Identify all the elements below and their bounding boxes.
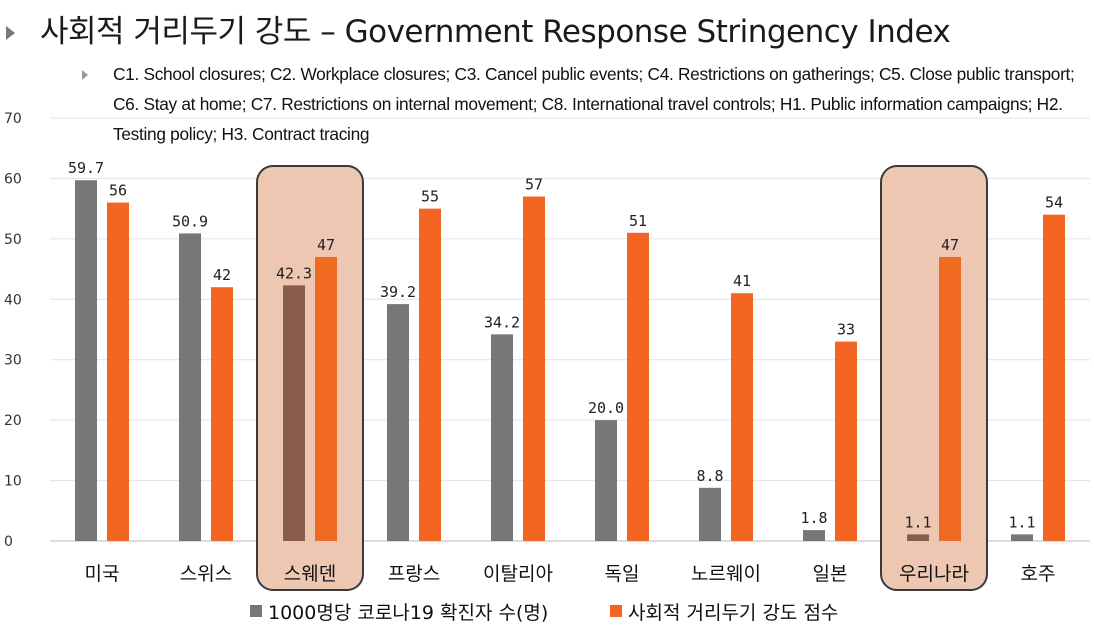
data-label-series1: 20.0 xyxy=(588,399,624,417)
bar-series2 xyxy=(211,287,233,541)
slide-title: 사회적 거리두기 강도 – Government Response String… xyxy=(40,14,951,50)
y-tick-label: 20 xyxy=(4,413,22,429)
legend-item-series1: 1000명당 코로나19 확진자 수(명) xyxy=(250,596,548,626)
y-tick-label: 10 xyxy=(4,474,22,490)
legend-swatch-series1 xyxy=(250,605,262,617)
legend-label-series2: 사회적 거리두기 강도 점수 xyxy=(628,601,839,624)
legend-swatch-series2 xyxy=(610,605,622,617)
data-label-series1: 8.8 xyxy=(696,467,723,485)
highlight-box xyxy=(256,165,364,591)
y-tick-label: 40 xyxy=(4,292,22,308)
bar-series2 xyxy=(939,256,961,541)
indicator-list: C1. School closures; C2. Workplace closu… xyxy=(113,64,1075,144)
data-label-series2: 33 xyxy=(837,321,855,339)
y-tick-label: 50 xyxy=(4,232,22,248)
data-label-series2: 47 xyxy=(941,236,959,254)
category-label: 프랑스 xyxy=(388,563,440,585)
y-tick-label: 30 xyxy=(4,353,22,369)
data-label-series2: 57 xyxy=(525,176,543,194)
bar-series2 xyxy=(523,196,545,542)
data-label-series1: 1.1 xyxy=(904,513,931,531)
bar-series1 xyxy=(491,334,513,541)
category-label: 일본 xyxy=(813,563,848,585)
category-label: 이탈리아 xyxy=(483,563,553,585)
data-label-series1: 1.1 xyxy=(1008,513,1035,531)
data-label-series2: 47 xyxy=(317,236,335,254)
bar-series1 xyxy=(595,420,617,541)
bullet-arrow-icon xyxy=(6,26,15,40)
y-axis-ticks: 0 10 20 30 40 50 60 70 xyxy=(4,111,22,550)
highlight-box xyxy=(880,165,988,591)
data-label-series1: 34.2 xyxy=(484,313,520,331)
data-label-series1: 39.2 xyxy=(380,283,416,301)
data-label-series1: 42.3 xyxy=(276,264,312,282)
category-label: 스웨덴 xyxy=(284,563,336,585)
data-label-series2: 51 xyxy=(629,212,647,230)
bar-series1 xyxy=(179,233,201,541)
bar-series2 xyxy=(419,208,441,541)
legend-label-series1: 1000명당 코로나19 확진자 수(명) xyxy=(268,601,549,624)
data-label-series2: 55 xyxy=(421,188,439,206)
bar-series2 xyxy=(1043,214,1065,541)
category-label: 미국 xyxy=(85,563,120,585)
legend-item-series2: 사회적 거리두기 강도 점수 xyxy=(610,596,838,626)
category-label: 스위스 xyxy=(180,563,232,585)
bar-series2 xyxy=(315,256,337,541)
highlight-boxes xyxy=(256,165,988,591)
bar-series1 xyxy=(907,534,929,541)
category-label: 노르웨이 xyxy=(691,563,761,585)
data-label-series1: 1.8 xyxy=(800,509,827,527)
bar-series2 xyxy=(627,232,649,542)
y-tick-label: 70 xyxy=(4,111,22,127)
bar-series2 xyxy=(835,341,857,541)
bar-series2 xyxy=(731,293,753,541)
bar-series1 xyxy=(75,180,97,541)
bar-series1 xyxy=(803,530,825,541)
bar-series1 xyxy=(283,285,305,541)
category-labels: 미국 스위스 스웨덴 프랑스 이탈리아 독일 노르웨이 일본 우리나라 호주 xyxy=(85,563,1056,585)
title-row: 사회적 거리두기 강도 – Government Response String… xyxy=(0,2,1094,50)
category-label: 우리나라 xyxy=(899,563,969,585)
data-label-series1: 50.9 xyxy=(172,212,208,230)
data-label-series1: 59.7 xyxy=(68,159,104,177)
data-label-series2: 41 xyxy=(733,272,751,290)
bar-series2 xyxy=(107,202,129,541)
data-label-series2: 56 xyxy=(109,182,127,200)
bar-series1 xyxy=(387,304,409,541)
y-tick-label: 0 xyxy=(4,534,13,550)
sub-bullet-arrow-icon xyxy=(82,70,88,80)
bar-series1 xyxy=(1011,534,1033,541)
data-labels: 59.7 56 50.9 42 42.3 47 39.2 55 34.2 57 20.0 51 8.8 4… xyxy=(68,159,1063,531)
y-tick-label: 60 xyxy=(4,171,22,187)
data-label-series2: 42 xyxy=(213,266,231,284)
category-label: 호주 xyxy=(1021,563,1056,585)
bars xyxy=(75,180,1065,542)
data-label-series2: 54 xyxy=(1045,194,1063,212)
category-label: 독일 xyxy=(605,563,640,585)
bar-series1 xyxy=(699,487,721,541)
